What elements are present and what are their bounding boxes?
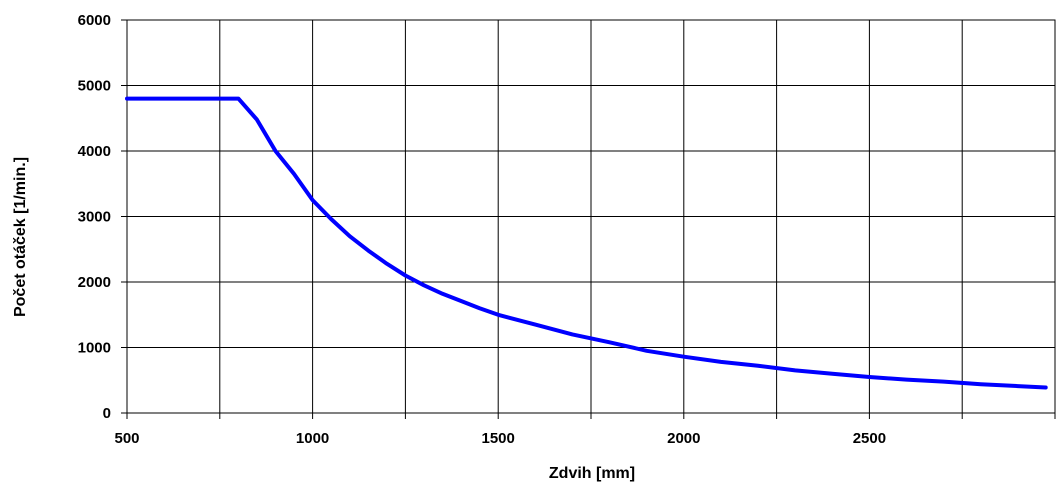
y-axis-title: Počet otáček [1/min.] <box>12 157 29 317</box>
grid-lines <box>127 20 1055 413</box>
x-axis-title: Zdvih [mm] <box>549 465 635 482</box>
y-tick-label: 2000 <box>78 274 111 291</box>
y-tick-label: 5000 <box>78 78 111 95</box>
series-group <box>125 96 1048 390</box>
y-tick-label: 4000 <box>78 143 111 160</box>
x-tick-label: 2500 <box>853 430 886 447</box>
x-tick-label: 1500 <box>482 430 515 447</box>
y-tick-label: 6000 <box>78 12 111 29</box>
x-tick-label: 1000 <box>296 430 329 447</box>
series-line <box>125 96 1048 390</box>
y-tick-label: 0 <box>103 405 111 422</box>
y-tick-label: 3000 <box>78 209 111 226</box>
x-tick-labels: 500 1000 1500 2000 2500 <box>114 430 886 447</box>
y-tick-labels: 0 1000 2000 3000 4000 5000 6000 <box>78 12 111 422</box>
plot-frame <box>121 19 1056 419</box>
y-tick-label: 1000 <box>78 340 111 357</box>
x-tick-label: 500 <box>114 430 139 447</box>
x-tick-label: 2000 <box>667 430 700 447</box>
